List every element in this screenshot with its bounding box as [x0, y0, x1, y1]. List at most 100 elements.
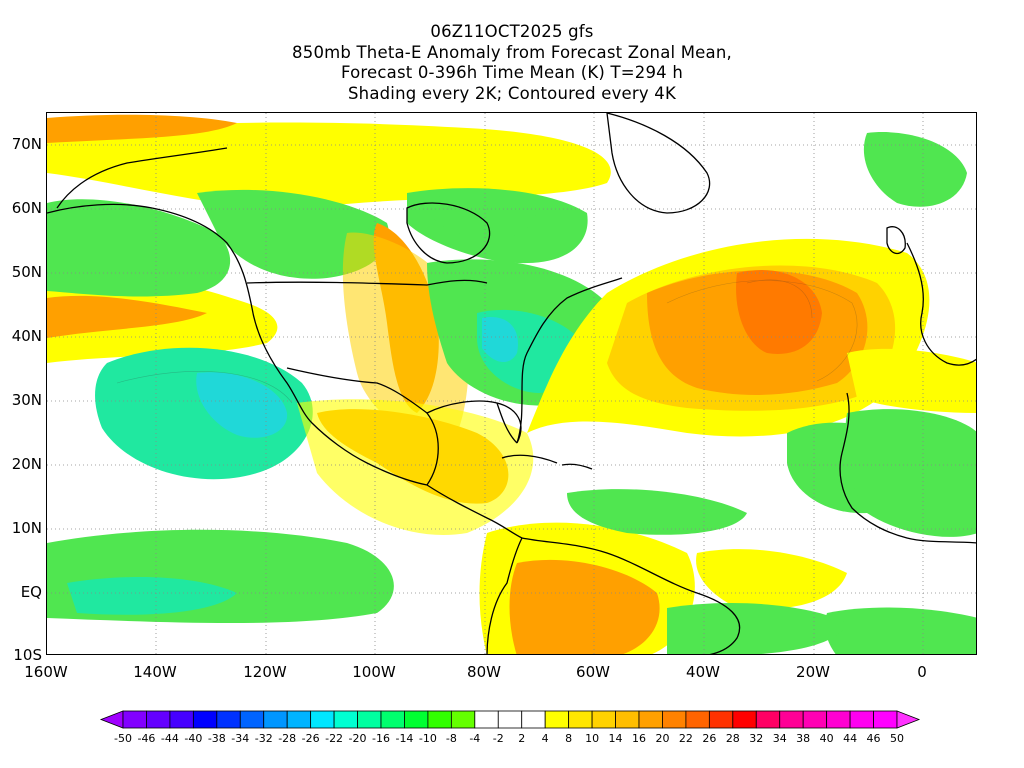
arctic-orange	[47, 114, 237, 143]
chart-title: 06Z11OCT2025 gfs 850mb Theta-E Anomaly f…	[0, 22, 1024, 104]
colorbar-tick-label: 20	[655, 732, 670, 745]
british-isles	[886, 226, 906, 255]
pacific-teal	[95, 347, 313, 480]
africa-coast	[839, 392, 976, 544]
title-line-3: Forecast 0-396h Time Mean (K) T=294 h	[341, 63, 683, 82]
europe-coast	[906, 242, 976, 366]
colorbar-arrow-left	[99, 710, 124, 729]
south-america-orange	[509, 559, 660, 654]
lat-label-40n: 40N	[11, 327, 42, 345]
colorbar-tick-label: -34	[231, 732, 250, 745]
colorbar-swatch	[169, 710, 194, 729]
central-america	[426, 484, 523, 539]
lon-label-0: 0	[917, 663, 927, 681]
lat-label-70n: 70N	[11, 135, 42, 153]
colorbar-swatch	[497, 710, 523, 729]
africa-green	[845, 409, 976, 537]
colorbar-swatch	[427, 710, 452, 729]
colorbar-swatch	[239, 710, 265, 729]
colorbar-tick-label: -20	[348, 732, 367, 745]
lat-label-20n: 20N	[11, 455, 42, 473]
na-west-coast	[151, 207, 428, 486]
colorbar-swatch	[474, 710, 499, 729]
colorbar-swatch	[544, 710, 570, 729]
colorbar-tick-label: -16	[372, 732, 390, 745]
colorbar-tick-label: -2	[492, 732, 504, 745]
colorbar-tick-label: -46	[137, 732, 156, 745]
colorbar-swatch	[826, 710, 851, 729]
africa-yellow	[847, 348, 976, 413]
colorbar-tick-label: 22	[678, 732, 693, 745]
arctic-yellow	[47, 122, 611, 209]
colorbar-swatch	[310, 710, 335, 729]
pacific-cyan	[196, 372, 288, 438]
title-line-4: Shading every 2K; Contoured every 4K	[347, 83, 677, 103]
colorbar-tick-label: -38	[207, 732, 226, 745]
coastlines	[47, 113, 976, 654]
canada-green	[197, 189, 389, 279]
colorbar-arrow-right	[896, 710, 921, 729]
us-mexico-border	[286, 367, 428, 414]
colorbar-tick-label: 14	[608, 732, 623, 745]
colorbar-tick-label: 4	[541, 732, 549, 745]
labrador-green	[427, 188, 537, 240]
colorbar-swatch	[263, 710, 288, 729]
colorbar-tick-label: 28	[725, 732, 740, 745]
colorbar-swatch	[192, 710, 218, 729]
colorbar-tick-label: 10	[585, 732, 600, 745]
lon-label-120w: 120W	[243, 663, 287, 681]
colorbar-tick-label: 26	[702, 732, 717, 745]
colorbar-swatch	[357, 710, 382, 729]
lat-label-50n: 50N	[11, 263, 42, 281]
lat-label-eq: EQ	[20, 583, 42, 601]
colorbar-tick-label: 44	[843, 732, 858, 745]
lat-label-10s: 10S	[13, 646, 42, 664]
us-canada-border	[246, 279, 488, 286]
colorbar-swatch	[849, 710, 874, 729]
colorbar-swatch	[333, 710, 358, 729]
south-america	[486, 537, 741, 654]
lat-label-30n: 30N	[11, 391, 42, 409]
hudson-bay	[406, 202, 491, 264]
colorbar-tick-label: 50	[890, 732, 904, 745]
colorbar-tick-label: -44	[160, 732, 179, 745]
colorbar-swatch	[122, 710, 147, 729]
colorbar-swatch	[380, 710, 405, 729]
sth-atlantic-yellow	[696, 549, 847, 610]
colorbar-swatch	[450, 710, 476, 729]
cuba	[501, 454, 558, 464]
colorbar-tick-label: -32	[254, 732, 273, 745]
mexico-yellow	[297, 399, 534, 535]
colorbar-tick-label: 40	[819, 732, 834, 745]
colorbar-tick-label: -14	[395, 732, 414, 745]
colorbar-swatch	[732, 710, 757, 729]
colorbar-swatch	[662, 710, 687, 729]
colorbar-swatch	[404, 710, 429, 729]
lon-label-20w: 20W	[796, 663, 830, 681]
trop-pacific-teal	[67, 577, 237, 615]
trop-atlantic-green	[567, 489, 747, 535]
pacific-orange-band	[47, 295, 207, 338]
map-panel	[46, 112, 977, 655]
colorbar-swatch	[755, 710, 781, 729]
anomaly-shading	[47, 114, 976, 654]
colorbar-swatch	[873, 710, 898, 729]
colorbar-tick-label: -4	[469, 732, 481, 745]
sth-atlantic-green	[667, 603, 847, 654]
colorbar-swatch	[591, 710, 616, 729]
title-line-1: 06Z11OCT2025 gfs	[430, 22, 594, 41]
gridlines	[47, 113, 976, 654]
colorbar-swatch	[638, 710, 663, 729]
greenland	[606, 113, 711, 214]
anomaly-map	[47, 113, 976, 654]
gulf-guinea-green	[825, 607, 976, 654]
lat-label-10n: 10N	[11, 519, 42, 537]
colorbar-swatch	[216, 710, 241, 729]
lon-label-100w: 100W	[352, 663, 396, 681]
colorbar-tick-label: -28	[278, 732, 297, 745]
colorbar-swatch	[615, 710, 640, 729]
colorbar-tick-label: 16	[632, 732, 646, 745]
colorbar-swatch	[802, 710, 828, 729]
colorbar-swatch	[286, 710, 312, 729]
colorbar-swatch	[708, 710, 734, 729]
